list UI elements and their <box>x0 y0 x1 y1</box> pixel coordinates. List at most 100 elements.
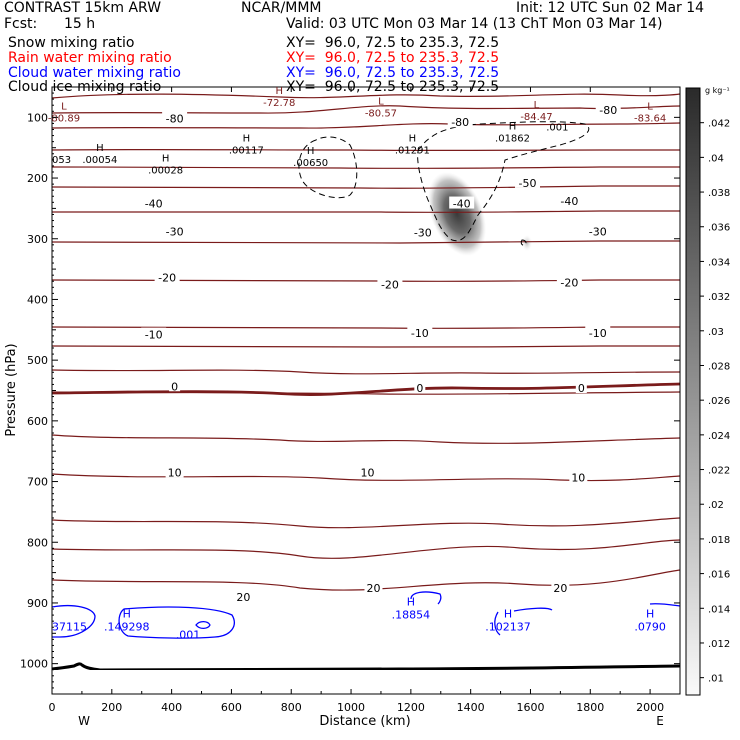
forecast-hour: 15 h <box>64 16 96 32</box>
isotherm <box>52 210 680 214</box>
temp-label: -10 <box>145 329 163 342</box>
cloud-ice-shading-small <box>522 235 532 251</box>
x-tick-label: 200 <box>101 701 122 714</box>
init-time: Init: 12 UTC Sun 02 Mar 14 <box>516 0 705 16</box>
isotherm <box>51 517 681 529</box>
cloud-water-value: .001 <box>176 628 201 641</box>
cloud-water-contour <box>513 607 553 612</box>
extremum-letter: H <box>276 86 284 97</box>
isotherm <box>51 93 681 99</box>
snow-value: .001 <box>546 123 568 134</box>
colorbar-tick-label: .04 <box>708 153 724 164</box>
colorbar-tick-label: .036 <box>708 223 730 234</box>
temp-label-bg <box>141 196 167 209</box>
colorbar-tick-label: .02 <box>708 500 724 511</box>
temp-label-bg <box>556 275 582 288</box>
temp-label-bg <box>162 111 188 124</box>
temp-label-bg <box>514 175 540 188</box>
isotherm <box>51 369 681 375</box>
snow-contour <box>417 121 590 242</box>
temp-label: -30 <box>589 225 607 238</box>
x-tick-label: 0 <box>49 701 56 714</box>
cloud-water-value: .0790 <box>634 620 666 633</box>
temp-label-bg <box>551 580 570 593</box>
temp-label: 0 <box>578 382 585 395</box>
temp-label: -10 <box>411 327 429 340</box>
west-label: W <box>78 714 90 728</box>
extremum-value: -83.64 <box>634 113 666 124</box>
cloud-water-value: .18854 <box>392 608 431 621</box>
snow-max-letter: H <box>243 134 251 145</box>
y-tick-label: 900 <box>27 597 48 610</box>
temperature-contours <box>51 93 681 591</box>
isotherm <box>51 240 680 244</box>
y-tick-label: 400 <box>27 293 48 306</box>
temp-label-bg <box>447 115 473 128</box>
valid-time: Valid: 03 UTC Mon 03 Mar 14 (13 ChT Mon … <box>286 16 663 32</box>
temp-label-bg <box>407 325 433 338</box>
temp-label-bg <box>410 225 436 238</box>
field-snow-name: Snow mixing ratio <box>8 35 135 51</box>
extremum-value: -72.78 <box>263 98 295 109</box>
temp-label: -80 <box>451 116 469 129</box>
colorbar-unit: g kg⁻¹ <box>705 86 730 95</box>
cloud-water-contour <box>494 611 501 636</box>
cloud-water-contour <box>410 591 442 605</box>
extremum-letter: L <box>378 96 384 107</box>
y-tick-label: 300 <box>27 233 48 246</box>
temp-label: 0 <box>171 380 178 393</box>
cloud-water-max-letter: H <box>504 607 512 620</box>
temp-label-bg <box>449 196 475 209</box>
temp-label: 10 <box>571 471 585 484</box>
isotherm <box>51 345 680 348</box>
snow-contour <box>298 136 358 199</box>
isotherm <box>51 166 680 170</box>
y-tick-label: 800 <box>27 536 48 549</box>
colorbar-tick-label: .038 <box>708 188 730 199</box>
temp-label-bg <box>569 470 588 483</box>
east-label: E <box>656 714 664 728</box>
temp-label-bg <box>377 277 403 290</box>
temp-label-bg <box>585 224 611 237</box>
temp-label: 0 <box>416 382 423 395</box>
colorbar-tick-label: .028 <box>708 361 730 372</box>
temp-label-bg <box>364 580 383 593</box>
isotherm <box>51 539 681 559</box>
isotherm <box>51 569 681 591</box>
temp-label-bg <box>358 465 377 478</box>
x-axis: 0 200 400 600 800 1000 1200 1400 1600 1800 2000 <box>49 87 664 714</box>
temp-label: -50 <box>519 177 537 190</box>
cloud-water-value: 37115 <box>52 620 87 633</box>
snow-value: 053 <box>52 155 71 166</box>
temp-label: 20 <box>553 582 567 595</box>
x-tick-label: 600 <box>221 701 242 714</box>
snow-max-letter: H <box>409 134 417 145</box>
cloud-water-contours <box>51 591 681 639</box>
cloud-water-value: .149298 <box>104 620 150 633</box>
temp-label: -10 <box>589 327 607 340</box>
colorbar-tick-label: .024 <box>708 431 730 442</box>
field-rain-name: Rain water mixing ratio <box>8 50 172 66</box>
temp-label: -80 <box>166 113 184 126</box>
extremum-value: -84.47 <box>520 112 552 123</box>
y-tick-label: 200 <box>27 172 48 185</box>
cloud-water-max-letter: H <box>646 607 654 620</box>
center-label: NCAR/MMM <box>241 0 322 16</box>
cloud-water-contour <box>51 604 96 638</box>
cloud-water-contour <box>195 620 211 630</box>
temp-label: -20 <box>560 276 578 289</box>
y-tick-label: 100 <box>27 111 48 124</box>
temperature-labels: -80 -80 -80 -50 -40 -40 -40 -30 -30 -30 -20 -20 -20 -… <box>141 103 621 604</box>
snow-value: .00028 <box>148 166 183 177</box>
temp-label: 10 <box>360 466 374 479</box>
temp-label-bg <box>595 103 621 116</box>
snow-dashed-contours <box>298 121 590 246</box>
temp-label-bg <box>162 224 188 237</box>
colorbar-ticks: .042 .04 .038 .036 .034 .032 .03 .028 .026 .024 .0… <box>700 119 730 685</box>
temp-label: 20 <box>366 582 380 595</box>
field-cloud-water-name: Cloud water mixing ratio <box>8 65 181 81</box>
colorbar-tick-label: .016 <box>708 570 730 581</box>
